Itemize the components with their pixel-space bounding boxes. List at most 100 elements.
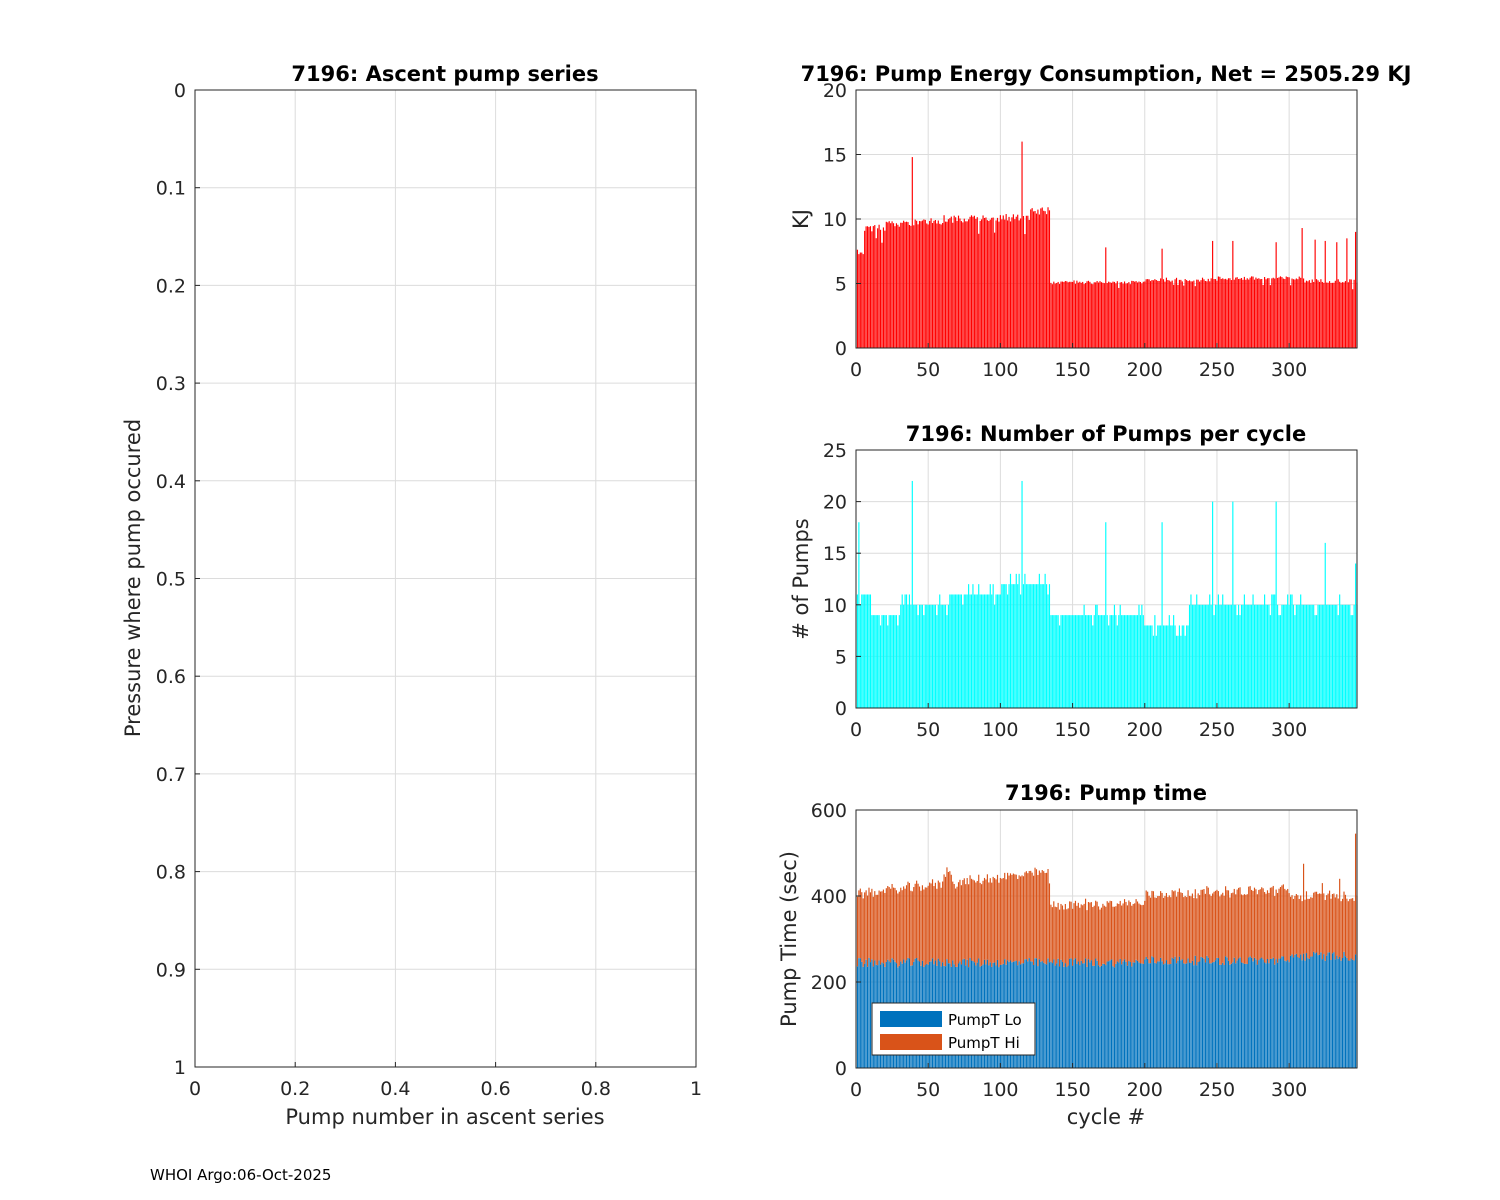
bar bbox=[1340, 282, 1342, 348]
bar bbox=[1007, 594, 1009, 708]
bar bbox=[1207, 604, 1209, 708]
bar bbox=[1303, 278, 1305, 348]
bar bbox=[1167, 280, 1169, 348]
bar-lo bbox=[1106, 961, 1108, 1068]
bar bbox=[1122, 615, 1124, 708]
bar bbox=[865, 594, 867, 708]
bar-lo bbox=[1121, 964, 1123, 1068]
bar bbox=[1347, 604, 1349, 708]
bar bbox=[1128, 282, 1130, 348]
bar bbox=[1314, 239, 1316, 348]
bar bbox=[887, 625, 889, 708]
bar-lo bbox=[1054, 965, 1056, 1068]
x-tick-label: 100 bbox=[982, 359, 1018, 381]
bar bbox=[1162, 279, 1165, 348]
bar-hi bbox=[1115, 906, 1117, 964]
bar-lo bbox=[1057, 958, 1059, 1068]
bar bbox=[901, 594, 903, 708]
bar-lo bbox=[1099, 966, 1101, 1068]
bar-hi bbox=[1327, 893, 1329, 953]
bar bbox=[1145, 279, 1147, 348]
bar-hi bbox=[1020, 876, 1022, 965]
bar-lo bbox=[1210, 963, 1212, 1068]
bar-lo bbox=[1268, 963, 1270, 1068]
bar-hi bbox=[913, 887, 915, 962]
bar bbox=[1223, 279, 1225, 348]
bar-lo bbox=[1132, 962, 1134, 1068]
bar bbox=[1139, 615, 1142, 708]
bar bbox=[1083, 284, 1085, 348]
bar bbox=[1066, 281, 1068, 348]
bar bbox=[1307, 281, 1309, 348]
bar bbox=[898, 615, 900, 708]
bar-hi bbox=[955, 888, 957, 967]
pumps-ticks: 0 50 100 150 200 250 300 0 5 10 15 20 25 bbox=[823, 440, 1307, 741]
bar-hi bbox=[982, 880, 984, 965]
bar bbox=[1337, 615, 1339, 708]
bar-lo bbox=[1261, 957, 1263, 1068]
bar bbox=[1253, 604, 1256, 708]
bar bbox=[1256, 604, 1258, 708]
bar bbox=[1054, 615, 1056, 708]
bar bbox=[1158, 280, 1160, 348]
x-tick-label: 50 bbox=[916, 719, 940, 741]
bar-lo bbox=[1177, 960, 1179, 1068]
bar bbox=[1061, 615, 1064, 708]
bar bbox=[955, 594, 957, 708]
bar bbox=[1108, 281, 1110, 348]
bar bbox=[988, 220, 990, 348]
bar-hi bbox=[1303, 863, 1305, 954]
bar bbox=[1245, 604, 1247, 708]
bar bbox=[908, 594, 910, 708]
x-tick-label: 50 bbox=[916, 1079, 940, 1101]
bar bbox=[1288, 604, 1290, 708]
bar-lo bbox=[1323, 954, 1325, 1068]
bar-lo bbox=[1167, 964, 1169, 1068]
bar bbox=[1144, 281, 1146, 348]
bar bbox=[966, 221, 968, 348]
bar-hi bbox=[1330, 898, 1332, 961]
bar-hi bbox=[864, 892, 866, 964]
bar bbox=[1193, 280, 1195, 348]
bar-hi bbox=[1103, 905, 1105, 964]
bar bbox=[892, 223, 895, 348]
bar-lo bbox=[1336, 955, 1338, 1068]
bar bbox=[995, 594, 997, 708]
bar bbox=[1037, 209, 1039, 348]
bar bbox=[979, 594, 981, 708]
bar bbox=[1031, 208, 1033, 348]
bar bbox=[1132, 615, 1134, 708]
bar bbox=[1086, 281, 1088, 348]
bar bbox=[890, 615, 892, 708]
bar bbox=[1002, 215, 1004, 348]
bar bbox=[1327, 282, 1329, 348]
bar bbox=[901, 222, 903, 348]
bar bbox=[957, 594, 960, 708]
bar-hi bbox=[944, 876, 947, 967]
bar bbox=[1328, 604, 1331, 708]
bar-hi bbox=[1295, 894, 1297, 954]
bar-hi bbox=[1272, 885, 1274, 958]
bar-hi bbox=[976, 881, 978, 963]
bar bbox=[871, 615, 873, 708]
bar bbox=[1186, 280, 1188, 348]
bar-hi bbox=[1188, 895, 1191, 963]
y-tick-label: 0.7 bbox=[156, 764, 186, 786]
bar bbox=[1012, 584, 1014, 708]
bar bbox=[905, 594, 908, 708]
bar bbox=[1058, 625, 1061, 708]
bar bbox=[1324, 542, 1326, 708]
bar-hi bbox=[1002, 878, 1004, 964]
bar-lo bbox=[1292, 957, 1295, 1068]
bar bbox=[1129, 615, 1131, 708]
bar-hi bbox=[1044, 873, 1046, 964]
y-tick-label: 20 bbox=[823, 80, 847, 102]
bar-hi bbox=[1235, 894, 1237, 964]
bar bbox=[1057, 281, 1059, 348]
bar bbox=[1249, 604, 1251, 708]
bar bbox=[1033, 584, 1035, 708]
bar-hi bbox=[959, 879, 961, 962]
bar bbox=[1080, 282, 1082, 348]
bar bbox=[992, 584, 994, 708]
